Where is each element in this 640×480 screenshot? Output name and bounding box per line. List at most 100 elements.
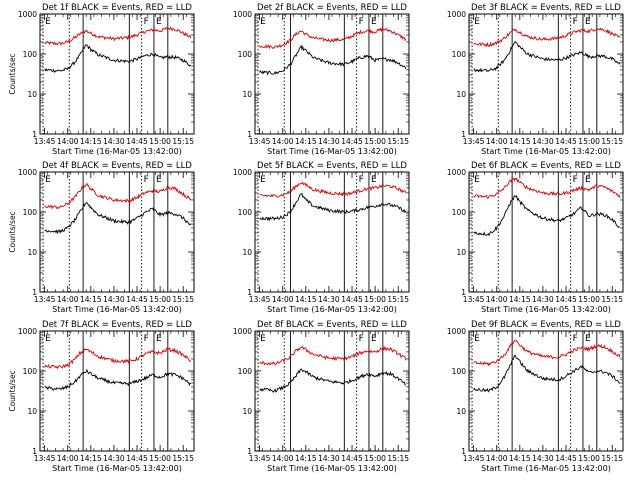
y-tick-label: 100: [452, 367, 467, 376]
x-axis-label: Start Time (16-Mar-05 13:42:00): [52, 464, 182, 473]
y-axis-label: Counts/sec: [8, 211, 17, 252]
x-tick-label: 14:30: [103, 454, 125, 463]
x-tick-label: 15:15: [387, 454, 409, 463]
plot-frame: [254, 171, 410, 293]
x-tick-label: 15:15: [601, 454, 623, 463]
panel-title: Det 9f BLACK = Events, RED = LLD: [471, 320, 621, 330]
x-tick-label: 14:30: [318, 295, 340, 304]
y-tick-label: 10: [27, 407, 37, 416]
region-label: E: [260, 334, 266, 344]
y-tick-label: 1: [32, 447, 37, 456]
x-tick-label: 15:00: [578, 137, 600, 146]
region-label: F: [359, 334, 364, 344]
y-tick-label: 100: [238, 367, 253, 376]
x-tick-label: 14:45: [341, 137, 363, 146]
series-line-lld: [44, 347, 192, 370]
x-tick-label: 14:15: [295, 454, 317, 463]
series-line-lld: [473, 177, 621, 199]
panel-title: Det 4f BLACK = Events, RED = LLD: [42, 161, 192, 171]
y-tick-label: 100: [23, 50, 38, 59]
x-tick-label: 14:45: [555, 295, 577, 304]
x-tick-label: 14:15: [80, 295, 102, 304]
x-tick-label: 15:00: [578, 295, 600, 304]
y-tick-label: 1: [247, 288, 252, 297]
x-tick-label: 14:00: [272, 454, 294, 463]
region-label: F: [359, 17, 364, 27]
x-tick-label: 14:15: [80, 454, 102, 463]
panel-det-1: Det 1f BLACK = Events, RED = LLD 1 10 100 10…: [8, 3, 195, 156]
region-label: E: [371, 175, 377, 185]
panel-title: Det 8f BLACK = Events, RED = LLD: [257, 320, 407, 330]
x-tick-label: 15:15: [387, 137, 409, 146]
plot-frame: [39, 171, 195, 293]
x-tick-label: 15:00: [149, 454, 171, 463]
y-tick-label: 10: [456, 90, 466, 99]
series-line-events: [259, 44, 407, 76]
region-label: E: [585, 17, 591, 27]
region-label: E: [474, 175, 480, 185]
x-tick-label: 14:15: [509, 137, 531, 146]
x-tick-label: 15:00: [364, 137, 386, 146]
region-label: E: [260, 175, 266, 185]
y-tick-label: 1000: [447, 168, 466, 177]
y-tick-label: 1: [247, 130, 252, 139]
plot-frame: [468, 171, 624, 293]
panel-title: Det 7f BLACK = Events, RED = LLD: [42, 320, 192, 330]
panel-title: Det 6f BLACK = Events, RED = LLD: [471, 161, 621, 171]
x-tick-label: 14:00: [57, 454, 79, 463]
x-tick-label: 15:15: [172, 454, 194, 463]
x-tick-label: 13:45: [34, 454, 56, 463]
x-tick-label: 14:00: [272, 295, 294, 304]
panel-det-3: Det 3f BLACK = Events, RED = LLD 1 10 100 10…: [447, 3, 624, 156]
x-tick-label: 14:45: [555, 137, 577, 146]
x-axis-label: Start Time (16-Mar-05 13:42:00): [481, 464, 611, 473]
x-tick-label: 14:30: [318, 454, 340, 463]
x-tick-label: 14:00: [486, 454, 508, 463]
x-axis-label: Start Time (16-Mar-05 13:42:00): [267, 147, 397, 156]
panel-det-2: Det 2f BLACK = Events, RED = LLD 1 10 100 10…: [233, 3, 410, 156]
panel-title: Det 5f BLACK = Events, RED = LLD: [257, 161, 407, 171]
y-tick-label: 10: [27, 248, 37, 257]
panel-title: Det 1f BLACK = Events, RED = LLD: [42, 3, 192, 13]
x-tick-label: 15:00: [578, 454, 600, 463]
y-tick-label: 100: [23, 208, 38, 217]
panel-det-7: Det 7f BLACK = Events, RED = LLD 1 10 100 10…: [8, 320, 195, 473]
y-tick-label: 1000: [233, 10, 252, 19]
series-line-lld: [44, 26, 192, 46]
series-line-lld: [44, 182, 192, 210]
region-label: F: [144, 175, 149, 185]
x-tick-label: 15:15: [601, 295, 623, 304]
y-tick-label: 10: [242, 248, 252, 257]
region-label: F: [144, 334, 149, 344]
x-tick-label: 14:00: [486, 137, 508, 146]
x-tick-label: 14:30: [103, 137, 125, 146]
y-tick-label: 1000: [233, 327, 252, 336]
x-tick-label: 14:15: [80, 137, 102, 146]
x-tick-label: 14:30: [532, 295, 554, 304]
x-tick-label: 14:00: [486, 295, 508, 304]
panel-det-4: Det 4f BLACK = Events, RED = LLD 1 10 100 10…: [8, 161, 195, 314]
region-label: E: [156, 334, 162, 344]
panel-det-8: Det 8f BLACK = Events, RED = LLD 1 10 100 10…: [233, 320, 410, 473]
region-label: E: [156, 175, 162, 185]
series-line-events: [44, 202, 192, 235]
y-tick-label: 10: [242, 407, 252, 416]
region-label: E: [45, 334, 51, 344]
y-tick-label: 10: [456, 407, 466, 416]
x-tick-label: 14:30: [532, 137, 554, 146]
x-tick-label: 15:00: [149, 137, 171, 146]
series-line-lld: [259, 181, 407, 198]
y-tick-label: 10: [27, 90, 37, 99]
region-label: F: [573, 334, 578, 344]
x-tick-label: 15:15: [172, 295, 194, 304]
series-line-lld: [259, 345, 407, 366]
x-tick-label: 15:15: [601, 137, 623, 146]
y-tick-label: 100: [452, 50, 467, 59]
x-tick-label: 14:45: [126, 295, 148, 304]
series-line-events: [259, 368, 407, 393]
series-line-events: [44, 368, 192, 391]
region-label: E: [260, 17, 266, 27]
region-label: E: [371, 17, 377, 27]
series-line-events: [473, 195, 621, 237]
x-tick-label: 13:45: [463, 454, 485, 463]
